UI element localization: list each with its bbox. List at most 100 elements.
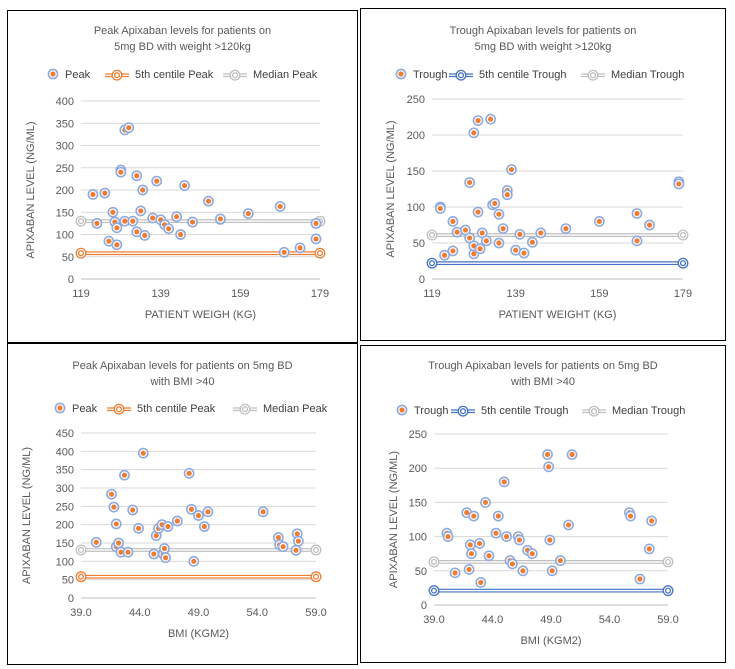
legend: Trough 5th centile Trough Median Trough (396, 404, 685, 417)
data-point (526, 548, 538, 560)
chart-title-line-1: Trough Apixaban levels for patients on 5… (428, 360, 658, 372)
chart-svg: Trough Apixaban levels for patients on 5… (388, 360, 685, 647)
data-point (137, 447, 149, 459)
data-point (310, 217, 322, 229)
x-axis-title: BMI (KGM2) (168, 628, 229, 640)
reference-endpoint-marker (75, 544, 87, 556)
y-tick-label: 0 (68, 593, 74, 605)
data-point (631, 235, 643, 247)
data-point (480, 496, 491, 508)
y-tick-label: 50 (62, 575, 74, 587)
y-tick-label: 150 (409, 497, 427, 509)
y-tick-label: 200 (409, 463, 427, 475)
data-point (485, 113, 496, 125)
data-point (111, 222, 123, 234)
data-point (643, 543, 655, 555)
data-point (106, 488, 117, 500)
data-point (160, 552, 171, 564)
y-axis-title: APIXABAN LEVEL (NG/ML) (21, 447, 33, 584)
legend-ring-marker (587, 69, 599, 81)
y-tick-label: 150 (56, 538, 74, 550)
data-point (257, 506, 269, 518)
legend-label: 5th centile Peak (137, 403, 216, 415)
x-tick-label: 119 (423, 288, 441, 300)
chart-title-line-2: with BMI >40 (150, 376, 215, 388)
data-point (514, 534, 525, 546)
x-tick-label: 159 (231, 288, 249, 300)
data-points (441, 449, 658, 588)
data-point (468, 510, 480, 522)
data-point (501, 531, 512, 542)
x-tick-label: 179 (311, 288, 329, 300)
data-point (474, 538, 486, 549)
y-tick-label: 400 (56, 446, 74, 458)
data-point (292, 535, 304, 547)
data-point (593, 215, 605, 227)
data-point (526, 236, 538, 248)
data-point (87, 189, 99, 200)
y-tick-label: 150 (407, 166, 425, 178)
data-point (489, 197, 501, 209)
legend-item: Peak (54, 402, 98, 415)
x-tick-label: 49.0 (540, 614, 561, 626)
data-point (631, 208, 643, 219)
data-point (464, 539, 476, 551)
x-tick-label: 44.0 (129, 607, 150, 619)
y-tick-label: 200 (56, 185, 74, 197)
reference-endpoint-marker (75, 247, 87, 259)
data-point (463, 564, 475, 575)
data-point (468, 127, 480, 139)
legend-point-marker (396, 404, 408, 416)
data-point (498, 476, 510, 488)
legend-item: Median Peak (223, 69, 318, 81)
legend-label: Trough (414, 405, 448, 417)
legend-item: Trough (396, 404, 448, 417)
data-point (543, 461, 555, 473)
y-tick-label: 250 (409, 429, 427, 441)
y-tick-label: 100 (409, 532, 427, 544)
chart-trough-weight: Trough Apixaban levels for patients on 5m… (360, 8, 726, 341)
data-point (171, 515, 183, 527)
reference-endpoint-marker (428, 585, 440, 597)
y-tick-label: 100 (407, 202, 425, 214)
data-point (474, 243, 486, 255)
legend-label: Peak (72, 403, 98, 415)
data-point (148, 548, 160, 560)
y-tick-label: 350 (56, 118, 74, 130)
data-point (99, 187, 111, 199)
x-tick-label: 54.0 (599, 614, 620, 626)
data-point (492, 510, 504, 522)
data-point (514, 228, 526, 240)
chart-title-line-2: with BMI >40 (510, 376, 575, 388)
x-axis-title: PATIENT WEIGH (KG) (145, 309, 256, 321)
reference-endpoint-marker (426, 229, 438, 241)
y-axis-title: APIXABAN LEVEL (NG/ML) (388, 451, 400, 588)
x-tick-label: 159 (590, 288, 608, 300)
x-tick-label: 39.0 (423, 614, 444, 626)
data-point (215, 213, 226, 225)
reference-endpoint-marker (426, 257, 438, 269)
data-point (277, 541, 289, 553)
legend: Trough 5th centile Trough Median Trough (395, 68, 684, 81)
reference-endpoint-marker (677, 257, 689, 269)
data-point (127, 215, 139, 227)
data-point (162, 521, 174, 532)
y-tick-label: 250 (56, 501, 74, 513)
y-tick-label: 350 (56, 465, 74, 477)
legend-item: 5th centile Trough (449, 69, 566, 81)
data-point (466, 548, 477, 560)
y-tick-label: 0 (68, 274, 74, 286)
fifth-centile-line (75, 571, 322, 583)
data-point (133, 522, 144, 534)
y-tick-label: 50 (62, 252, 74, 264)
legend-item: 5th centile Peak (107, 403, 216, 415)
legend-ring-marker (455, 69, 467, 81)
data-point (476, 227, 488, 239)
legend-label: 5th centile Trough (479, 69, 566, 81)
reference-endpoint-marker (75, 215, 87, 227)
chart-title-line-1: Peak Apixaban levels for patients on (94, 25, 271, 37)
y-tick-label: 100 (56, 556, 74, 568)
data-point (434, 203, 446, 214)
data-point (501, 189, 513, 201)
reference-endpoint-marker (310, 544, 322, 556)
